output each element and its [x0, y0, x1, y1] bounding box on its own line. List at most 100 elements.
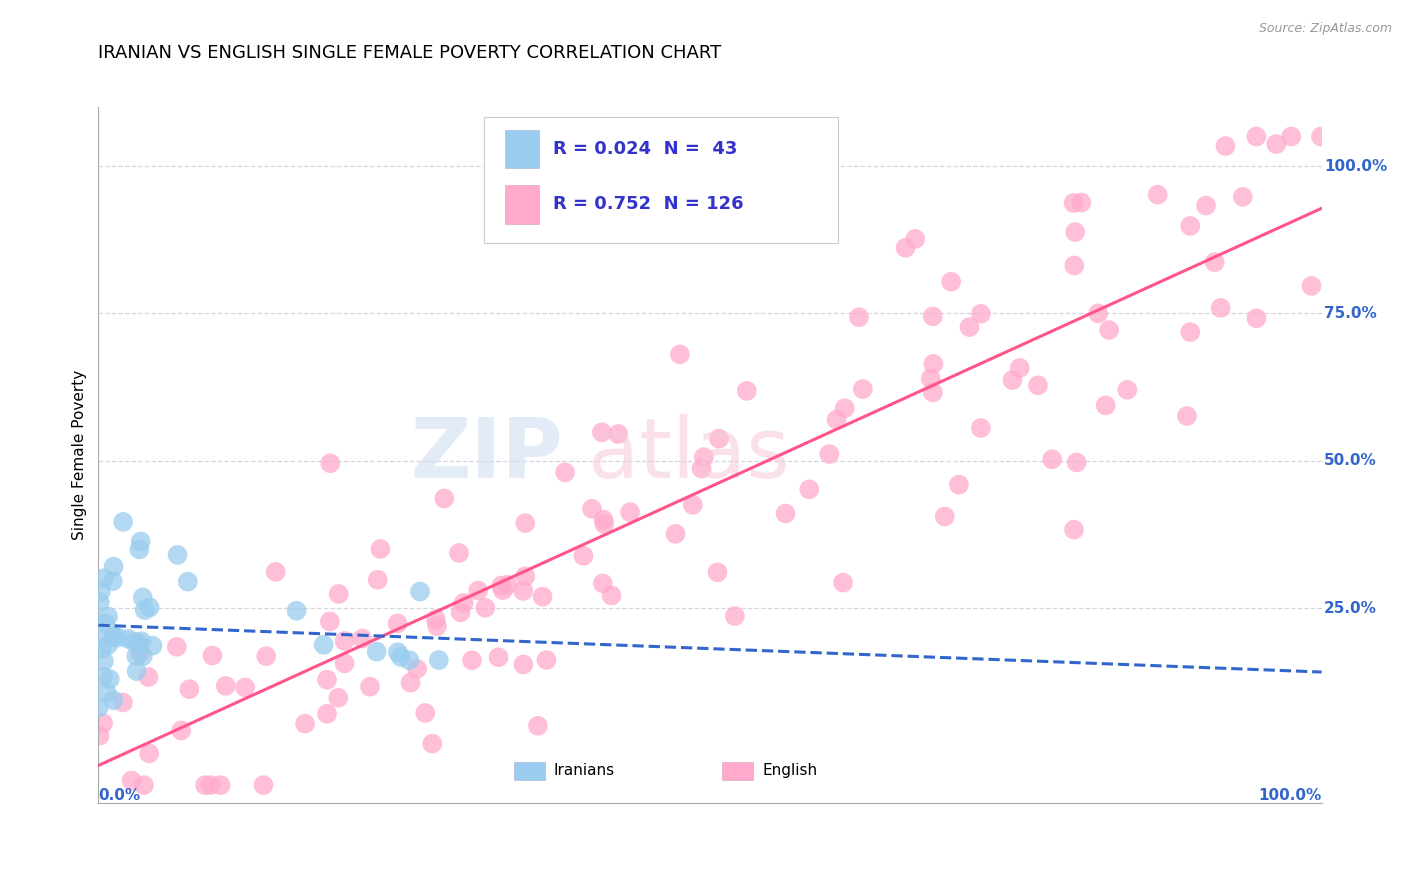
Point: [619, 505, 641, 519]
Point: [426, 619, 449, 633]
Text: ZIP: ZIP: [411, 415, 564, 495]
Point: [87, 700, 110, 714]
Point: [413, 706, 436, 720]
Point: [101, 574, 124, 589]
Point: [127, 636, 149, 650]
Point: [89, 595, 111, 609]
Point: [492, 583, 515, 598]
Point: [453, 596, 475, 610]
Point: [834, 401, 856, 416]
Point: [200, 778, 222, 792]
Text: 50.0%: 50.0%: [1324, 453, 1376, 468]
Point: [1209, 301, 1232, 315]
Point: [333, 657, 356, 671]
Point: [233, 681, 256, 695]
Point: [433, 491, 456, 506]
Point: [1175, 409, 1198, 423]
Point: [387, 616, 409, 631]
Point: [89, 729, 111, 743]
Bar: [505, 186, 538, 224]
Point: [316, 706, 339, 721]
Point: [264, 565, 287, 579]
Point: [177, 574, 200, 589]
Point: [799, 483, 821, 497]
Point: [682, 498, 704, 512]
Point: [515, 569, 537, 583]
Point: [103, 630, 125, 644]
Text: IRANIAN VS ENGLISH SINGLE FEMALE POVERTY CORRELATION CHART: IRANIAN VS ENGLISH SINGLE FEMALE POVERTY…: [98, 45, 721, 62]
Bar: [505, 129, 538, 168]
Point: [581, 501, 603, 516]
Point: [1063, 196, 1085, 211]
Point: [922, 357, 945, 371]
Point: [461, 653, 484, 667]
Point: [409, 584, 432, 599]
Point: [1146, 187, 1168, 202]
Point: [107, 631, 129, 645]
Text: 75.0%: 75.0%: [1324, 306, 1376, 321]
Point: [138, 747, 160, 761]
Text: English: English: [762, 764, 818, 779]
Point: [425, 612, 447, 626]
Point: [1246, 311, 1268, 326]
Point: [93, 571, 115, 585]
Point: [134, 603, 156, 617]
Point: [366, 645, 388, 659]
Point: [1063, 259, 1085, 273]
Point: [512, 583, 534, 598]
Point: [447, 546, 470, 560]
Point: [735, 384, 758, 398]
Point: [97, 609, 120, 624]
Point: [948, 477, 970, 491]
Point: [959, 320, 981, 334]
Text: Source: ZipAtlas.com: Source: ZipAtlas.com: [1258, 22, 1392, 36]
Point: [91, 716, 114, 731]
Point: [194, 778, 217, 792]
Point: [1301, 279, 1323, 293]
Point: [607, 427, 630, 442]
Point: [96, 686, 118, 700]
Point: [1204, 255, 1226, 269]
Point: [124, 634, 146, 648]
Point: [138, 600, 160, 615]
FancyBboxPatch shape: [484, 118, 838, 243]
Point: [491, 578, 513, 592]
Point: [129, 534, 152, 549]
Point: [488, 650, 510, 665]
Point: [690, 461, 713, 475]
Point: [1040, 452, 1063, 467]
Point: [138, 670, 160, 684]
Point: [94, 616, 117, 631]
Point: [398, 653, 420, 667]
Point: [1116, 383, 1139, 397]
Point: [775, 507, 797, 521]
Point: [294, 716, 316, 731]
Point: [103, 559, 125, 574]
Point: [128, 542, 150, 557]
Point: [367, 573, 389, 587]
Point: [531, 590, 554, 604]
Point: [1064, 225, 1087, 239]
Point: [112, 515, 135, 529]
Point: [328, 587, 350, 601]
Point: [591, 425, 613, 440]
Point: [1279, 129, 1302, 144]
Point: [1180, 325, 1202, 339]
Point: [474, 600, 496, 615]
Point: [852, 382, 875, 396]
Text: R = 0.024  N =  43: R = 0.024 N = 43: [554, 140, 738, 158]
Point: [934, 509, 956, 524]
Point: [312, 638, 335, 652]
Point: [825, 412, 848, 426]
Point: [117, 632, 139, 646]
Text: R = 0.752  N = 126: R = 0.752 N = 126: [554, 195, 744, 213]
Point: [1309, 129, 1331, 144]
Point: [1026, 378, 1049, 392]
Point: [1215, 139, 1237, 153]
Point: [90, 584, 112, 599]
Text: 100.0%: 100.0%: [1258, 788, 1322, 803]
Point: [921, 310, 943, 324]
Point: [724, 609, 747, 624]
Text: 100.0%: 100.0%: [1324, 159, 1388, 174]
Point: [93, 631, 115, 645]
